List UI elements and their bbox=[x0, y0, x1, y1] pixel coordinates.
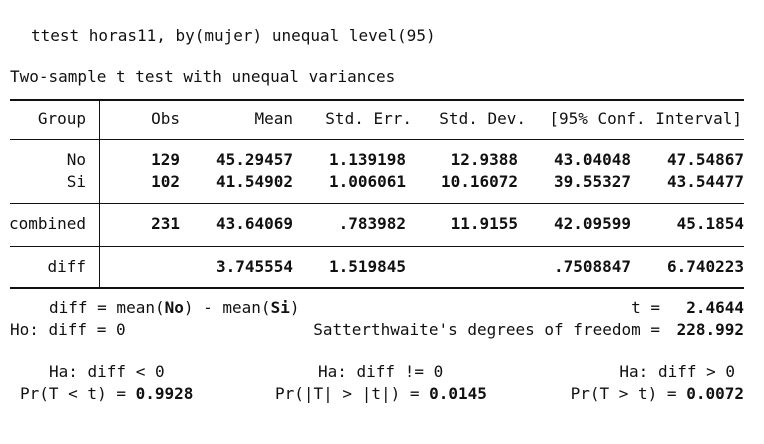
col-header-obs: Obs bbox=[151, 109, 180, 128]
cell-ci-low: 39.55327 bbox=[553, 172, 631, 191]
cell-ci-high: 43.54477 bbox=[666, 172, 744, 191]
diff-definition-suffix: ) bbox=[289, 298, 300, 317]
cell-std-err: 1.139198 bbox=[328, 150, 406, 169]
cell-std-dev: 11.9155 bbox=[450, 214, 518, 233]
cell-ci-high: 45.1854 bbox=[676, 214, 744, 233]
groups-rule bbox=[10, 203, 744, 204]
pvalue-middle-value: 0.0145 bbox=[429, 384, 487, 403]
cell-mean: 41.54902 bbox=[215, 172, 293, 191]
diff-definition-middle: ) - mean( bbox=[183, 298, 271, 317]
cell-ci-low: .7508847 bbox=[553, 257, 631, 276]
cell-obs: 129 bbox=[151, 150, 180, 169]
pvalue-right-value: 0.0072 bbox=[686, 384, 744, 403]
cell-ci-high: 47.54867 bbox=[666, 150, 744, 169]
null-hypothesis: Ho: diff = 0 bbox=[10, 320, 126, 339]
pvalue-middle-label: Pr(|T| > |t|) = bbox=[275, 384, 420, 403]
group2-name: Si bbox=[270, 298, 290, 317]
diff-definition-prefix: diff = mean( bbox=[49, 298, 165, 317]
pvalue-left-label: Pr(T < t) = bbox=[20, 384, 126, 403]
df-value: 228.992 bbox=[676, 320, 744, 339]
row-group-label: No bbox=[66, 150, 86, 169]
ha-left-label: Ha: diff < 0 bbox=[49, 362, 165, 381]
command-line: ttest horas11, by(mujer) unequal level(9… bbox=[31, 26, 436, 45]
group1-name: No bbox=[164, 298, 184, 317]
col-header-std-err: Std. Err. bbox=[325, 109, 412, 128]
t-stat-value: 2.4644 bbox=[686, 298, 744, 317]
pvalue-left: Pr(T < t) = 0.9928 bbox=[20, 384, 193, 404]
ha-right-label: Ha: diff > 0 bbox=[619, 362, 735, 381]
t-stat-label: t = bbox=[631, 298, 660, 317]
group-column-divider bbox=[99, 100, 100, 288]
col-header-conf-interval: [95% Conf. Interval] bbox=[549, 109, 742, 128]
cell-obs: 102 bbox=[151, 172, 180, 191]
header-rule bbox=[10, 139, 744, 140]
df-label: Satterthwaite's degrees of freedom = bbox=[313, 320, 660, 339]
col-header-std-dev: Std. Dev. bbox=[439, 109, 526, 128]
diff-definition: diff = mean(No) - mean(Si) bbox=[49, 298, 299, 318]
pvalue-left-value: 0.9928 bbox=[135, 384, 194, 403]
table-top-rule bbox=[10, 99, 744, 101]
table-bottom-rule bbox=[10, 287, 744, 289]
row-group-label: combined bbox=[8, 214, 86, 233]
ha-middle-label: Ha: diff != 0 bbox=[318, 362, 444, 381]
row-group-label: Si bbox=[66, 172, 86, 191]
output-title: Two-sample t test with unequal variances bbox=[10, 67, 396, 86]
cell-ci-high: 6.740223 bbox=[666, 257, 744, 276]
pvalue-middle: Pr(|T| > |t|) = 0.0145 bbox=[275, 384, 487, 404]
cell-ci-low: 42.09599 bbox=[553, 214, 631, 233]
pvalue-right-label: Pr(T > t) = bbox=[570, 384, 677, 403]
cell-std-err: 1.006061 bbox=[328, 172, 406, 191]
cell-std-dev: 12.9388 bbox=[450, 150, 518, 169]
col-header-mean: Mean bbox=[254, 109, 293, 128]
cell-mean: 43.64069 bbox=[215, 214, 293, 233]
cell-std-err: .783982 bbox=[338, 214, 406, 233]
cell-obs: 231 bbox=[151, 214, 180, 233]
combined-rule bbox=[10, 246, 744, 247]
cell-std-dev: 10.16072 bbox=[440, 172, 518, 191]
cell-mean: 3.745554 bbox=[215, 257, 293, 276]
pvalue-right: Pr(T > t) = 0.0072 bbox=[571, 384, 744, 404]
col-header-group: Group bbox=[37, 109, 86, 128]
cell-std-err: 1.519845 bbox=[328, 257, 406, 276]
cell-mean: 45.29457 bbox=[215, 150, 293, 169]
cell-ci-low: 43.04048 bbox=[553, 150, 631, 169]
row-group-label: diff bbox=[47, 257, 86, 276]
